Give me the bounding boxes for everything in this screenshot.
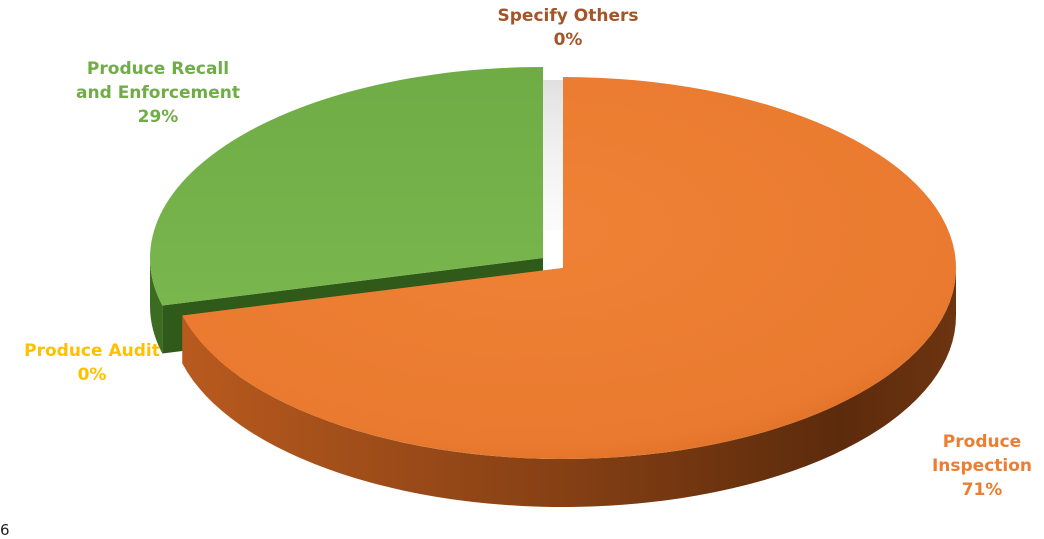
label-specify-others-percent: 0% xyxy=(554,30,583,50)
label-produce-audit-line: Produce Audit xyxy=(24,341,160,361)
label-produce-recall-line: and Enforcement xyxy=(76,83,240,103)
slice-gap-shadow xyxy=(543,80,565,230)
label-produce-inspection-line: Inspection xyxy=(932,456,1032,476)
label-produce-audit: Produce Audit 0% xyxy=(24,341,160,385)
label-produce-inspection: Produce Inspection 71% xyxy=(932,432,1032,500)
label-specify-others: Specify Others 0% xyxy=(498,6,639,50)
stray-text: 6 xyxy=(0,521,10,539)
label-specify-others-line: Specify Others xyxy=(498,6,639,26)
slice-produce-inspection xyxy=(182,77,957,459)
slice-produce-recall xyxy=(150,67,544,306)
slice-produce-inspection-side xyxy=(182,268,957,507)
label-produce-inspection-line: Produce xyxy=(943,432,1021,452)
label-produce-audit-percent: 0% xyxy=(78,365,107,385)
slice-produce-recall-side xyxy=(150,258,163,354)
label-produce-recall: Produce Recall and Enforcement 29% xyxy=(76,59,240,127)
label-produce-inspection-percent: 71% xyxy=(962,480,1003,500)
label-produce-recall-percent: 29% xyxy=(138,107,179,127)
label-produce-recall-line: Produce Recall xyxy=(87,59,229,79)
